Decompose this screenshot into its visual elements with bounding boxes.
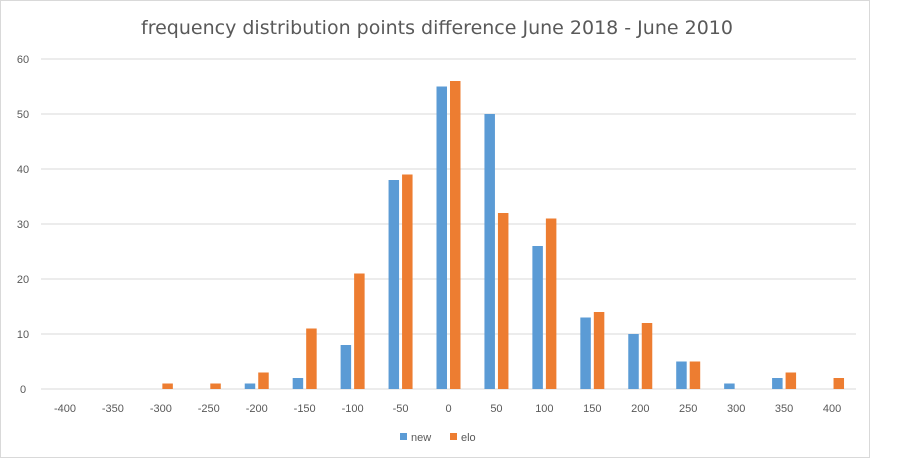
bar-elo--100 <box>354 273 365 389</box>
gridlines <box>41 58 856 390</box>
bar-new-350 <box>772 378 783 389</box>
x-tick-label: 0 <box>445 403 451 415</box>
chart-title: frequency distribution points difference… <box>141 17 733 39</box>
x-tick-label: -150 <box>294 403 316 415</box>
bar-elo-0 <box>450 81 461 389</box>
bar-new-50 <box>484 114 495 389</box>
bar-elo-250 <box>689 361 701 389</box>
bar-new-150 <box>580 317 591 389</box>
x-tick-label: -200 <box>246 403 268 415</box>
y-tick-label: 10 <box>17 329 29 341</box>
bar-elo--50 <box>402 174 413 389</box>
x-tick-label: -250 <box>198 403 220 415</box>
legend-label-elo: elo <box>461 432 476 444</box>
x-tick-label: 50 <box>490 403 502 415</box>
bar-elo-100 <box>545 218 557 389</box>
legend-swatch-elo <box>450 433 457 440</box>
y-tick-label: 0 <box>20 384 26 396</box>
bar-new-100 <box>532 246 543 389</box>
x-tick-label: -300 <box>150 403 172 415</box>
bar-elo-350 <box>785 372 797 389</box>
bar-elo--250 <box>210 383 221 389</box>
x-axis-ticks: -400 -350 -300 -250 -200 -150 -100 -50 0 50 100 150… <box>54 403 841 415</box>
y-tick-label: 30 <box>17 219 29 231</box>
bar-new--200 <box>244 383 256 389</box>
legend: new elo <box>400 432 476 444</box>
bar-elo--300 <box>162 383 173 389</box>
bar-new-300 <box>724 383 735 389</box>
bar-elo-50 <box>497 213 509 389</box>
x-tick-label: 250 <box>679 403 697 415</box>
x-tick-label: -100 <box>342 403 364 415</box>
bar-elo--150 <box>306 328 317 389</box>
x-tick-label: -50 <box>393 403 409 415</box>
x-tick-label: 150 <box>583 403 601 415</box>
x-tick-label: 400 <box>823 403 841 415</box>
legend-label-new: new <box>411 432 431 444</box>
y-tick-label: 50 <box>17 109 29 121</box>
y-axis-ticks: 0 10 20 30 40 50 60 <box>17 54 29 396</box>
bars <box>162 81 845 389</box>
bar-elo--200 <box>258 372 269 389</box>
bar-new--50 <box>388 180 400 389</box>
y-tick-label: 40 <box>17 164 29 176</box>
x-tick-label: -350 <box>102 403 124 415</box>
y-tick-label: 60 <box>17 54 29 66</box>
x-tick-label: 100 <box>535 403 553 415</box>
x-tick-label: 200 <box>631 403 649 415</box>
x-tick-label: 350 <box>775 403 793 415</box>
bar-new-250 <box>676 361 687 389</box>
chart-svg: frequency distribution points difference… <box>17 17 856 444</box>
bar-new-200 <box>628 334 639 389</box>
bar-new--150 <box>292 378 304 389</box>
legend-swatch-new <box>400 433 407 440</box>
bar-elo-400 <box>833 378 845 389</box>
bar-new-0 <box>436 86 447 389</box>
bar-elo-200 <box>641 323 653 389</box>
chart-frame: frequency distribution points difference… <box>0 0 870 458</box>
bar-new--100 <box>340 345 352 389</box>
x-tick-label: 300 <box>727 403 745 415</box>
x-tick-label: -400 <box>54 403 76 415</box>
bar-elo-150 <box>593 312 605 389</box>
y-tick-label: 20 <box>17 274 29 286</box>
